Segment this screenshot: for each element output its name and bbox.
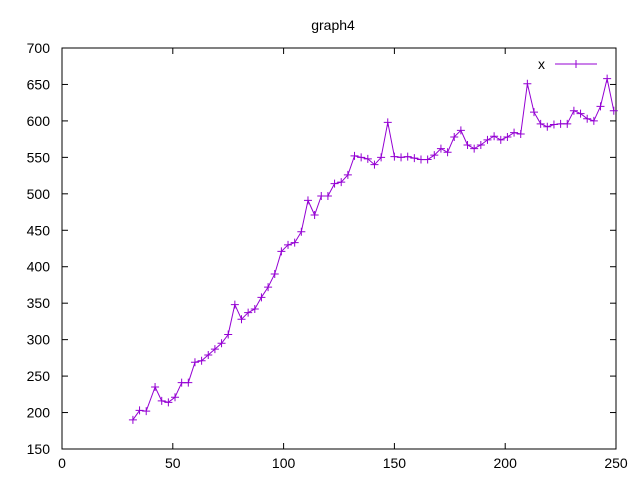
plot-frame — [61, 47, 617, 450]
y-tick-label: 700 — [27, 40, 51, 56]
data-point — [397, 153, 406, 162]
data-point — [350, 151, 359, 160]
y-tick-label: 350 — [27, 295, 51, 311]
data-point — [337, 178, 346, 187]
data-point — [569, 106, 578, 115]
legend-label: x — [538, 56, 545, 72]
data-point — [443, 148, 452, 157]
x-tick-label: 200 — [494, 455, 518, 471]
y-tick-label: 300 — [27, 332, 51, 348]
y-tick-label: 600 — [27, 113, 51, 129]
data-point — [583, 114, 592, 123]
data-point — [257, 293, 266, 302]
data-point — [596, 102, 605, 111]
data-point — [224, 330, 233, 339]
data-point — [503, 132, 512, 141]
data-point — [470, 144, 479, 153]
x-tick-label: 50 — [165, 455, 181, 471]
data-point — [142, 407, 151, 416]
data-point — [523, 79, 532, 88]
series-line — [132, 78, 615, 421]
data-point — [184, 378, 193, 387]
data-point — [496, 135, 505, 144]
data-point — [151, 383, 160, 392]
data-point — [210, 345, 219, 354]
data-point — [357, 153, 366, 162]
legend-marker — [572, 60, 580, 68]
x-axis: 0 50 100 150 200 250 — [58, 48, 628, 471]
data-point — [390, 152, 399, 161]
data-point — [343, 170, 352, 179]
data-point — [171, 393, 180, 402]
data-point — [204, 350, 213, 359]
series-layer — [128, 74, 618, 424]
data-point — [430, 151, 439, 160]
data-point — [536, 119, 545, 128]
data-point — [516, 130, 525, 139]
data-point — [290, 238, 299, 247]
y-tick-label: 400 — [27, 259, 51, 275]
data-point — [423, 155, 432, 164]
y-tick-label: 550 — [27, 149, 51, 165]
data-point — [609, 106, 618, 115]
x-tick-label: 250 — [604, 455, 628, 471]
data-point — [576, 109, 585, 118]
data-point — [190, 358, 199, 367]
x-tick-label: 100 — [272, 455, 296, 471]
data-point — [383, 118, 392, 127]
y-tick-label: 650 — [27, 76, 51, 92]
data-point — [164, 398, 173, 407]
x-tick-label: 150 — [383, 455, 407, 471]
data-point — [237, 315, 246, 324]
data-point — [370, 160, 379, 169]
data-point — [463, 140, 472, 149]
data-point — [483, 135, 492, 144]
data-point — [217, 339, 226, 348]
data-point — [303, 196, 312, 205]
data-point — [410, 154, 419, 163]
data-point — [456, 126, 465, 135]
data-point — [490, 132, 499, 141]
data-point — [157, 396, 166, 405]
data-point — [363, 154, 372, 163]
data-point — [270, 270, 279, 279]
x-tick-label: 0 — [58, 455, 66, 471]
chart-title: graph4 — [311, 17, 355, 33]
data-point — [323, 192, 332, 201]
data-point — [230, 300, 239, 309]
data-point — [135, 406, 144, 415]
data-point — [530, 108, 539, 117]
data-point — [436, 144, 445, 153]
data-point — [510, 128, 519, 137]
y-tick-label: 500 — [27, 186, 51, 202]
data-point — [403, 152, 412, 161]
data-point — [603, 74, 612, 83]
y-tick-label: 200 — [27, 405, 51, 421]
y-tick-label: 250 — [27, 368, 51, 384]
data-point — [277, 247, 286, 256]
legend: x — [538, 56, 597, 72]
data-point — [197, 356, 206, 365]
data-point — [297, 227, 306, 236]
data-point — [330, 179, 339, 188]
data-point — [264, 283, 273, 292]
data-point — [589, 116, 598, 125]
data-point — [476, 140, 485, 149]
data-point — [250, 305, 259, 314]
data-point — [377, 153, 386, 162]
data-point — [310, 210, 319, 219]
data-point — [128, 415, 137, 424]
data-point — [284, 240, 293, 249]
data-point — [563, 119, 572, 128]
data-point — [450, 132, 459, 141]
data-point — [549, 120, 558, 129]
y-axis: 150 200 250 300 350 400 450 500 550 600 650 700 — [27, 40, 616, 457]
data-point — [244, 308, 253, 317]
y-tick-label: 450 — [27, 222, 51, 238]
y-tick-label: 150 — [27, 441, 51, 457]
data-point — [543, 122, 552, 131]
